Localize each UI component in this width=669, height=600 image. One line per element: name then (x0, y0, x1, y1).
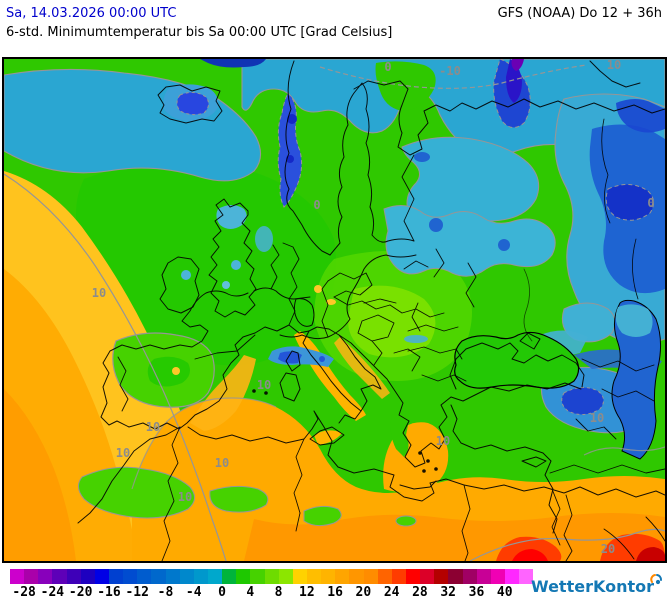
legend-color-segment (264, 569, 279, 584)
legend-color-segment (377, 569, 392, 584)
map-graphic (4, 59, 665, 561)
legend-color-segment (123, 569, 138, 584)
legend-color-segment (236, 569, 251, 584)
legend-color-segment (321, 569, 336, 584)
legend-color-segment (80, 569, 95, 584)
country-borders (77, 60, 665, 561)
legend-tick: -4 (185, 585, 202, 600)
legend-color-segment (10, 569, 25, 584)
legend-tick: 36 (468, 585, 485, 600)
legend-color-segment (278, 569, 293, 584)
legend-tick: -16 (97, 585, 121, 600)
legend-tick: 12 (299, 585, 315, 600)
legend-color-segment (504, 569, 520, 584)
legend-color-segment (179, 569, 194, 584)
legend-tick: 28 (412, 585, 428, 600)
legend-color-segment (519, 569, 534, 584)
legend-tick: 32 (440, 585, 457, 600)
legend-tick: 20 (355, 585, 372, 600)
legend-color-segment (420, 569, 435, 584)
legend-tick: -8 (157, 585, 174, 600)
legend-color-segment (151, 569, 166, 584)
legend-color-segment (405, 569, 421, 584)
legend-color-segment (66, 569, 81, 584)
legend-color-segment (52, 569, 67, 584)
legend-color-segment (207, 569, 223, 584)
model-label: GFS (NOAA) Do 12 + 36h (497, 6, 662, 21)
legend-color-segment (38, 569, 53, 584)
legend-color-segment (462, 569, 477, 584)
legend-color-segment (292, 569, 307, 584)
legend-tick: 4 (246, 585, 255, 600)
legend-color-segment (476, 569, 491, 584)
legend-color-segment (490, 569, 505, 584)
legend-tick: 8 (274, 585, 283, 600)
legend-color-segment (94, 569, 109, 584)
temperature-field (4, 59, 665, 561)
legend-color-segment (24, 569, 39, 584)
legend-color-segment (335, 569, 350, 584)
map-title: 6-std. Minimumtemperatur bis Sa 00:00 UT… (6, 25, 393, 40)
legend-color-segment (165, 569, 180, 584)
legend-tick: -20 (68, 585, 93, 600)
legend-color-segment (222, 569, 237, 584)
legend-tick: 0 (218, 585, 226, 600)
legend-tick: -24 (40, 585, 65, 600)
legend-color-segment (349, 569, 364, 584)
legend-color-segment (108, 569, 124, 584)
legend-color-segment (434, 569, 449, 584)
legend-color-segment (448, 569, 463, 584)
legend-color-segment (137, 569, 152, 584)
legend-bar (10, 569, 534, 584)
legend-color-segment (363, 569, 378, 584)
legend-tick: -28 (12, 585, 36, 600)
run-date-label: Sa, 14.03.2026 00:00 UTC (6, 6, 177, 21)
legend-color-segment (250, 569, 265, 584)
wetterkontor-logo[interactable]: WetterKontor (531, 571, 663, 597)
legend-color-segment (193, 569, 208, 584)
legend-tick: 24 (383, 585, 400, 600)
swirl-globe-icon (650, 571, 663, 590)
legend-ticks: -28 -24 -20 -16 -12 -8 -4 0 4 8 12 16 20 24 28 32 36 40 (0, 585, 560, 600)
legend-tick: -12 (125, 585, 149, 600)
legend-tick: 16 (327, 585, 343, 600)
logo-text: WetterKontor (531, 577, 654, 596)
contour-lines (4, 64, 665, 561)
legend-tick: 40 (496, 585, 513, 600)
legend-color-segment (306, 569, 322, 584)
temperature-map: 0 -10 10 0 0 10 10 10 10 10 10 10 10 20 (2, 57, 667, 563)
legend-color-segment (391, 569, 406, 584)
